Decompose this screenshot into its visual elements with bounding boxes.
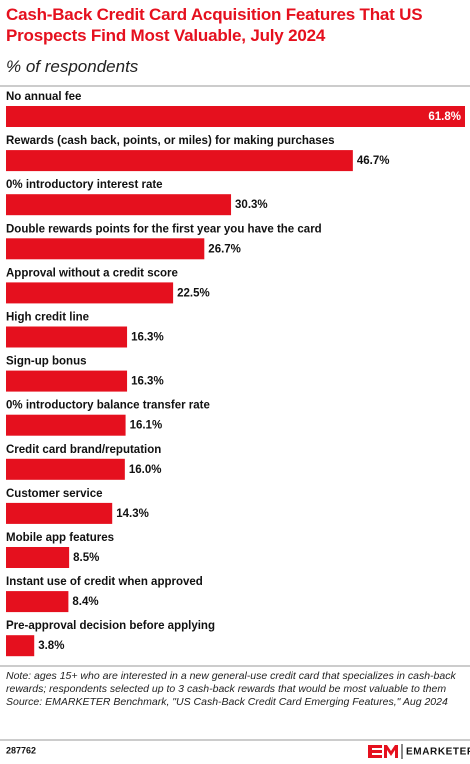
bar [6,282,174,304]
value-label: 46.7% [357,155,390,167]
bar [6,502,113,524]
bar [6,458,125,480]
bar [6,370,128,392]
note: Note: ages 15+ who are interested in a n… [6,670,456,695]
value-label: 8.4% [72,596,98,608]
category-label: Customer service [6,488,103,500]
category-label: Approval without a credit score [6,267,178,279]
category-label: Sign-up bonus [6,356,86,368]
value-label: 61.8% [428,111,461,123]
category-label: 0% introductory interest rate [6,179,163,191]
category-label: Credit card brand/reputation [6,444,161,456]
bar [6,238,205,260]
category-label: High credit line [6,312,89,324]
category-label: Double rewards points for the first year… [6,223,322,235]
category-label: Rewards (cash back, points, or miles) fo… [6,135,335,147]
bar [6,591,69,613]
chart-title: Cash-Back Credit Card Acquisition Featur… [6,5,423,45]
value-label: 3.8% [38,640,64,652]
category-label: No annual fee [6,91,81,103]
value-label: 16.3% [131,376,164,388]
value-label: 26.7% [208,243,241,255]
bar [6,326,128,348]
value-label: 30.3% [235,199,268,211]
chart-subtitle: % of respondents [6,57,139,76]
value-label: 16.0% [129,464,162,476]
footnote: Note: ages 15+ who are interested in a n… [6,670,458,709]
bar [6,194,232,216]
chart-id: 287762 [6,745,36,755]
category-label: Pre-approval decision before applying [6,620,215,632]
value-label: 14.3% [116,508,149,520]
value-label: 16.1% [130,420,163,432]
value-label: 16.3% [131,332,164,344]
category-label: 0% introductory balance transfer rate [6,400,210,412]
bar [6,106,465,127]
category-label: Instant use of credit when approved [6,576,203,588]
source: Source: EMARKETER Benchmark, "US Cash-Ba… [6,696,448,708]
value-label: 8.5% [73,552,99,564]
category-label: Mobile app features [6,532,114,544]
bar [6,547,70,568]
bar [6,635,35,657]
bar [6,150,353,172]
brand: EMARKETER [406,747,470,758]
value-label: 22.5% [177,287,210,299]
bar [6,414,126,436]
logo-mark [368,744,403,759]
